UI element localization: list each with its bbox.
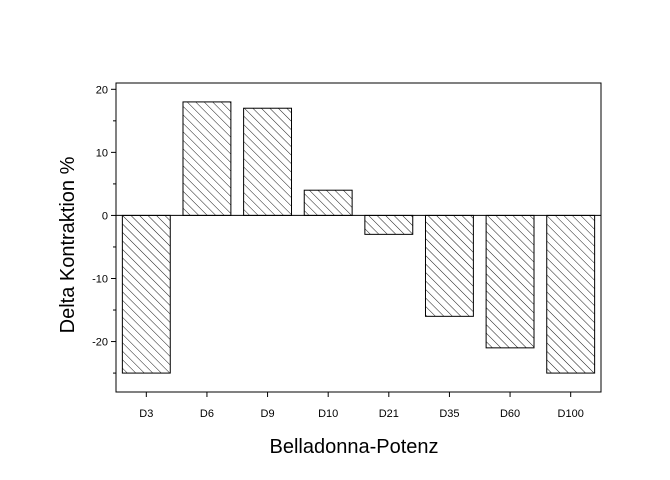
bar-d10: [303, 189, 353, 216]
y-tick-label: 10: [96, 147, 108, 159]
y-axis: -20 -10 0 10 20: [92, 84, 116, 374]
bar-d21: [364, 214, 414, 235]
x-tick-label: D35: [439, 408, 459, 420]
bar-d100: [546, 214, 596, 374]
bar-d35: [424, 214, 474, 317]
y-tick-label: -20: [92, 337, 108, 349]
x-tick-label: D3: [139, 408, 153, 420]
bar-d6: [182, 101, 232, 216]
y-tick-label: 20: [96, 84, 108, 96]
bar-d3: [121, 214, 171, 374]
x-tick-label: D21: [379, 408, 399, 420]
x-tick-label: D10: [318, 408, 338, 420]
x-tick-label: D60: [500, 408, 520, 420]
x-axis-title: Belladonna-Potenz: [269, 436, 438, 458]
x-tick-label: D100: [558, 408, 584, 420]
bar-d60: [485, 214, 535, 349]
x-tick-label: D6: [200, 408, 214, 420]
x-tick-label: D9: [261, 408, 275, 420]
x-axis: D3 D6 D9 D10 D21 D35 D60 D100: [139, 392, 584, 420]
bar-d9: [243, 107, 293, 216]
y-tick-label: -10: [92, 273, 108, 285]
y-tick-label: 0: [102, 210, 108, 222]
y-axis-title: Delta Kontraktion %: [57, 156, 79, 333]
